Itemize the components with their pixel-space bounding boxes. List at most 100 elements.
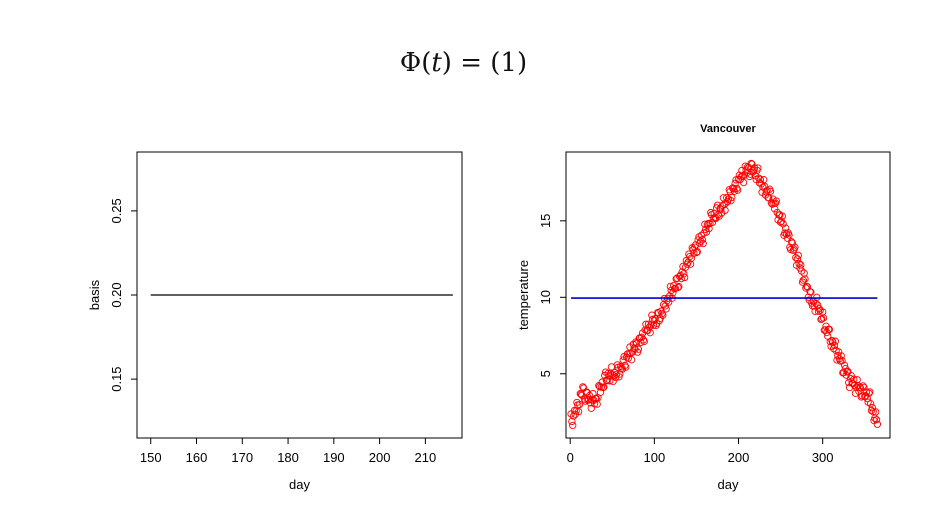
vancouver-data-point (721, 206, 729, 215)
basis-chart: 150 160 170 180 190 200 210 0.15 0.20 0.25 day ba… (87, 151, 463, 492)
vancouver-data-point (627, 356, 636, 364)
basis-x-tick-label: 190 (323, 450, 345, 465)
vancouver-data-point (792, 253, 800, 262)
vancouver-data-point (693, 248, 701, 256)
vancouver-data-point (728, 193, 736, 202)
vancouver-data-point (856, 384, 865, 392)
formula-phi: Φ (399, 48, 422, 78)
vancouver-data-point (579, 383, 587, 391)
vancouver-data-point (645, 323, 653, 331)
vancouver-data-point (830, 341, 839, 350)
vancouver-data-point (739, 178, 748, 187)
formula-close-paren: ) (441, 48, 452, 78)
vancouver-data-point (773, 208, 781, 217)
basis-chart-marks: 150 160 170 180 190 200 210 0.15 0.20 0.25 (109, 198, 453, 465)
vancouver-data-point (853, 376, 861, 384)
basis-y-tick-label: 0.20 (109, 282, 124, 307)
basis-x-tick-label: 180 (277, 450, 299, 465)
basis-y-tick-label: 0.15 (109, 366, 124, 391)
vancouver-data-point (826, 338, 834, 346)
basis-x-tick-label: 170 (231, 450, 253, 465)
vancouver-data-point (831, 337, 839, 345)
vancouver-data-point (801, 275, 809, 283)
vancouver-data-point (727, 197, 735, 205)
vancouver-data-point (611, 368, 619, 377)
vancouver-data-point (873, 420, 882, 428)
vancouver-data-point (633, 348, 642, 356)
vancouver-data-point (797, 267, 806, 275)
vancouver-data-point (774, 216, 782, 224)
vancouver-data-point (705, 224, 713, 233)
vancouver-data-point (840, 369, 848, 377)
vancouver-data-point (872, 416, 881, 424)
vancouver-data-point (802, 284, 810, 292)
vancouver-data-point (658, 310, 666, 318)
vancouver-data-point (676, 271, 685, 279)
vancouver-data-point (569, 421, 577, 430)
vancouver-chart: 0 100 200 300 5 10 15 Vancouver day temperatur… (516, 123, 891, 492)
vancouver-data-point (681, 273, 689, 282)
vancouver-data-point (575, 400, 584, 409)
vancouver-data-point (709, 215, 717, 223)
vancouver-data-point (574, 407, 583, 416)
vancouver-data-point (779, 220, 787, 228)
vancouver-x-tick-label: 300 (812, 450, 834, 465)
vancouver-data-point (749, 168, 757, 176)
vancouver-data-point (795, 259, 803, 268)
vancouver-data-point (750, 164, 759, 172)
vancouver-data-point (865, 389, 873, 397)
vancouver-data-point (646, 329, 654, 337)
vancouver-data-point (743, 168, 751, 177)
vancouver-data-point (867, 406, 876, 415)
vancouver-data-point (872, 408, 880, 416)
basis-x-tick-label: 150 (140, 450, 162, 465)
vancouver-data-point (622, 363, 630, 371)
vancouver-x-tick-label: 200 (728, 450, 750, 465)
vancouver-data-point (697, 231, 706, 240)
vancouver-data-point (698, 236, 706, 244)
basis-y-tick-label: 0.25 (109, 198, 124, 223)
vancouver-data-point (819, 314, 828, 322)
vancouver-data-point (568, 417, 576, 426)
vancouver-data-point (829, 345, 838, 353)
vancouver-data-point (785, 231, 793, 239)
vancouver-data-point (662, 305, 670, 313)
vancouver-data-point (621, 361, 629, 370)
vancouver-data-point (692, 248, 701, 257)
vancouver-data-point (669, 289, 677, 297)
vancouver-x-tick-label: 0 (567, 450, 574, 465)
vancouver-data-point (791, 243, 799, 251)
vancouver-data-point (640, 337, 648, 346)
vancouver-data-point (800, 269, 808, 277)
vancouver-data-point (778, 212, 786, 220)
vancouver-data-point (771, 205, 779, 213)
vancouver-data-point (811, 307, 819, 315)
basis-x-tick-label: 160 (186, 450, 208, 465)
vancouver-data-point (675, 282, 683, 291)
vancouver-data-point (799, 276, 807, 284)
basis-y-axis-label: basis (87, 279, 102, 310)
vancouver-data-point (598, 378, 606, 386)
vancouver-data-point (787, 238, 796, 246)
vancouver-data-point (845, 378, 853, 387)
vancouver-data-point (740, 171, 749, 179)
vancouver-data-point (629, 340, 637, 348)
vancouver-data-point (590, 400, 599, 408)
basis-x-tick-label: 200 (369, 450, 391, 465)
formula-equals: = (460, 48, 483, 78)
vancouver-data-point (584, 396, 592, 404)
vancouver-data-point (840, 361, 849, 369)
vancouver-chart-title: Vancouver (700, 123, 756, 135)
vancouver-data-point (863, 394, 871, 403)
vancouver-x-axis-label: day (718, 477, 739, 492)
vancouver-data-point (634, 345, 643, 353)
vancouver-data-point (754, 164, 762, 172)
vancouver-data-point (772, 197, 781, 205)
vancouver-data-point (835, 348, 843, 356)
vancouver-data-point (701, 220, 709, 228)
basis-x-axis-label: day (289, 477, 310, 492)
vancouver-data-point (793, 255, 802, 263)
vancouver-x-tick-label: 100 (644, 450, 666, 465)
vancouver-data-point (639, 336, 648, 344)
